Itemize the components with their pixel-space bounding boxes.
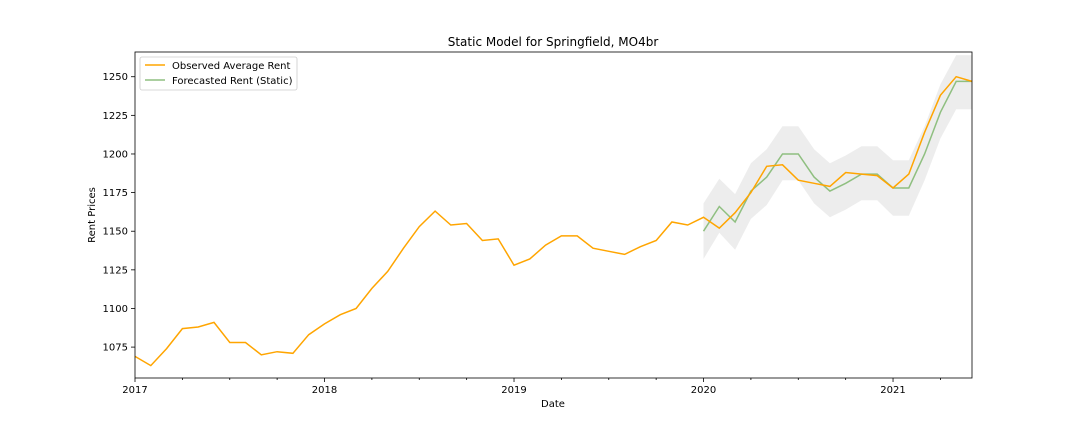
legend-box [139, 56, 298, 91]
x-tick-label: 2021 [880, 385, 905, 396]
confidence-interval-layer [703, 55, 972, 259]
y-tick-label: 1175 [103, 188, 128, 199]
y-tick-label: 1225 [103, 111, 128, 122]
x-tick-label: 2018 [312, 385, 337, 396]
y-tick-label: 1150 [103, 227, 128, 238]
series-line-observed [134, 75, 973, 367]
y-axis-ticks: 1075 1100 1125 1150 1175 1200 1225 1250 [103, 72, 135, 354]
series-lines-layer [134, 75, 973, 367]
y-tick-label: 1250 [103, 72, 128, 83]
x-tick-label: 2017 [122, 385, 147, 396]
chart-title: Static Model for Springfield, MO4br [448, 35, 659, 49]
forecast-confidence-band [703, 55, 972, 259]
y-tick-label: 1075 [103, 343, 128, 354]
legend-label-observed: Observed Average Rent [172, 61, 291, 72]
x-axis-ticks: 2017 2018 2019 2020 2021 [122, 378, 941, 396]
y-tick-label: 1200 [103, 149, 128, 160]
x-tick-label: 2020 [691, 385, 716, 396]
legend: Observed Average Rent Forecasted Rent (S… [139, 56, 298, 91]
y-tick-label: 1125 [103, 265, 128, 276]
x-tick-label: 2019 [501, 385, 526, 396]
legend-label-forecast: Forecasted Rent (Static) [172, 76, 293, 87]
y-tick-label: 1100 [103, 304, 128, 315]
plot-frame [134, 51, 973, 379]
y-axis-label: Rent Prices [87, 187, 98, 243]
x-axis-label: Date [541, 399, 565, 410]
